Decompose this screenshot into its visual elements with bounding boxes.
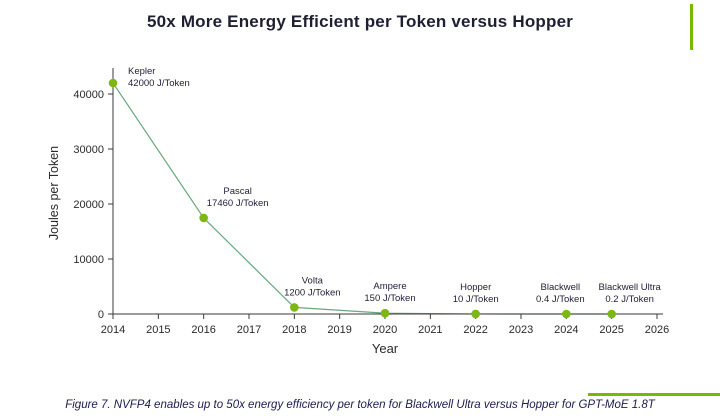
y-tick-label: 30000 (73, 144, 104, 156)
point-value-label: 17460 J/Token (207, 198, 269, 209)
x-tick-label: 2025 (599, 324, 623, 336)
point-value-label: 0.2 J/Token (605, 294, 654, 305)
figure-caption: Figure 7. NVFP4 enables up to 50x energy… (65, 399, 655, 411)
x-tick-label: 2019 (327, 324, 351, 336)
point-name-label: Ampere (373, 281, 406, 292)
y-tick-label: 20000 (73, 199, 104, 211)
point-name-label: Blackwell Ultra (599, 282, 662, 293)
data-point (108, 78, 118, 88)
point-name-label: Kepler (128, 66, 155, 77)
x-tick-label: 2021 (418, 324, 442, 336)
accent-bar-top-right (690, 4, 693, 50)
point-value-label: 150 J/Token (364, 293, 415, 304)
point-value-label: 42000 J/Token (128, 78, 190, 89)
x-tick-label: 2015 (146, 324, 170, 336)
y-tick-label: 40000 (73, 89, 104, 101)
point-name-label: Volta (302, 275, 324, 286)
x-tick-label: 2018 (282, 324, 306, 336)
point-value-label: 10 J/Token (453, 294, 499, 305)
chart-title: 50x More Energy Efficient per Token vers… (146, 12, 574, 31)
x-tick-label: 2022 (463, 324, 487, 336)
x-tick-label: 2017 (237, 324, 261, 336)
x-tick-label: 2024 (554, 324, 578, 336)
data-point (380, 308, 390, 318)
y-tick-label: 10000 (73, 254, 104, 266)
x-tick-label: 2023 (509, 324, 533, 336)
point-name-label: Blackwell (541, 282, 581, 293)
x-tick-label: 2020 (373, 324, 397, 336)
accent-bar-bottom-right (588, 393, 720, 396)
y-axis-title: Joules per Token (47, 146, 61, 240)
x-axis-title: Year (372, 341, 399, 356)
point-name-label: Hopper (460, 282, 491, 293)
data-point (199, 213, 208, 223)
x-tick-label: 2014 (101, 324, 125, 336)
x-tick-label: 2026 (645, 324, 669, 336)
point-value-label: 1200 J/Token (284, 287, 341, 298)
point-value-label: 0.4 J/Token (536, 294, 585, 305)
data-point (290, 303, 299, 312)
data-point (471, 309, 480, 319)
data-point (562, 309, 571, 319)
series-line (112, 82, 612, 315)
point-name-label: Pascal (223, 186, 252, 197)
y-tick-label: 0 (98, 309, 104, 321)
x-tick-label: 2016 (191, 324, 215, 336)
data-point (607, 309, 616, 319)
energy-per-token-chart: 0 10000 20000 30000 40000 2014 2015 2016 2017 201… (47, 66, 669, 356)
